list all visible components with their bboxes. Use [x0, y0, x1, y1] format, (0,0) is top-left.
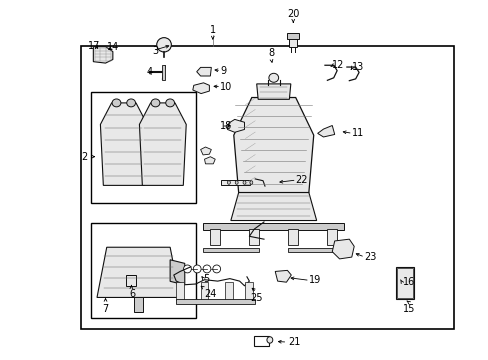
Bar — [288, 248, 344, 252]
Ellipse shape — [243, 181, 245, 184]
Text: 6: 6 — [129, 289, 135, 300]
Text: 12: 12 — [331, 60, 344, 70]
Bar — [254, 336, 268, 346]
Text: 23: 23 — [363, 252, 376, 262]
Polygon shape — [317, 126, 334, 137]
Text: 1: 1 — [209, 25, 215, 35]
Text: 17: 17 — [87, 41, 100, 50]
Ellipse shape — [112, 99, 121, 107]
Text: 19: 19 — [308, 275, 321, 285]
Ellipse shape — [235, 181, 238, 184]
Text: 5: 5 — [203, 274, 209, 284]
Text: 22: 22 — [295, 175, 307, 185]
Polygon shape — [196, 67, 211, 76]
Ellipse shape — [183, 265, 191, 273]
Ellipse shape — [227, 181, 230, 184]
Polygon shape — [275, 270, 291, 282]
Polygon shape — [204, 157, 215, 164]
Ellipse shape — [266, 337, 272, 343]
Text: 2: 2 — [81, 152, 87, 162]
Ellipse shape — [193, 265, 201, 273]
Bar — [288, 229, 298, 245]
Polygon shape — [256, 84, 290, 99]
Text: 15: 15 — [402, 304, 415, 314]
Text: 10: 10 — [220, 82, 232, 92]
Text: 8: 8 — [268, 48, 274, 58]
Polygon shape — [230, 193, 316, 221]
Text: 9: 9 — [220, 66, 226, 76]
Ellipse shape — [212, 265, 220, 273]
Text: 7: 7 — [102, 304, 108, 314]
Bar — [287, 33, 299, 39]
Polygon shape — [100, 103, 147, 185]
Text: 14: 14 — [107, 42, 119, 52]
Polygon shape — [192, 83, 209, 94]
Polygon shape — [170, 260, 184, 285]
Polygon shape — [97, 247, 180, 297]
Text: 20: 20 — [286, 9, 299, 19]
Polygon shape — [233, 98, 313, 193]
Bar — [210, 229, 220, 245]
Text: 18: 18 — [220, 121, 232, 131]
Ellipse shape — [165, 99, 174, 107]
Polygon shape — [331, 239, 353, 259]
Polygon shape — [139, 103, 186, 185]
Text: 24: 24 — [204, 289, 217, 300]
Bar — [249, 229, 259, 245]
Text: 11: 11 — [351, 129, 363, 138]
Bar — [126, 275, 136, 286]
Bar — [224, 282, 232, 300]
Polygon shape — [227, 120, 244, 132]
Bar — [289, 37, 297, 47]
Ellipse shape — [126, 99, 135, 107]
Ellipse shape — [151, 99, 160, 107]
Bar — [91, 223, 195, 318]
Bar — [327, 229, 336, 245]
Text: 21: 21 — [288, 337, 300, 347]
Polygon shape — [93, 46, 113, 63]
Bar — [176, 300, 255, 304]
Ellipse shape — [203, 265, 210, 273]
Ellipse shape — [157, 38, 171, 52]
Bar — [245, 282, 253, 300]
Text: 25: 25 — [250, 293, 263, 303]
Text: 13: 13 — [351, 62, 363, 72]
Ellipse shape — [249, 181, 252, 184]
Text: 3: 3 — [152, 46, 158, 56]
Bar — [221, 180, 250, 185]
Bar — [203, 224, 344, 230]
Bar — [81, 45, 453, 329]
Text: 4: 4 — [147, 67, 153, 77]
Text: 16: 16 — [402, 277, 414, 287]
Bar — [133, 297, 143, 312]
Ellipse shape — [268, 73, 278, 82]
Bar — [91, 92, 195, 203]
Bar — [161, 64, 164, 80]
Bar — [396, 267, 412, 298]
Bar — [203, 248, 259, 252]
Polygon shape — [200, 147, 211, 155]
Bar — [200, 282, 208, 300]
Bar — [395, 267, 413, 300]
Bar — [176, 282, 183, 300]
